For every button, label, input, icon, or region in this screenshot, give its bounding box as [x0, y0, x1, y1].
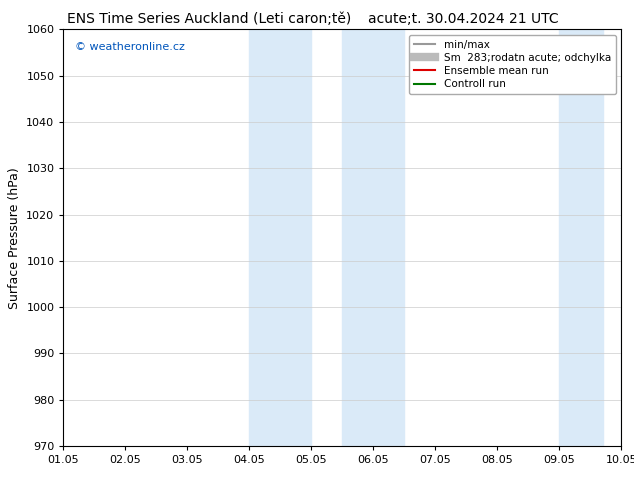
- Bar: [559, 29, 603, 446]
- Bar: [342, 29, 404, 446]
- Text: © weatheronline.cz: © weatheronline.cz: [75, 42, 184, 52]
- Text: ENS Time Series Auckland (Leti caron;tě): ENS Time Series Auckland (Leti caron;tě): [67, 12, 351, 26]
- Bar: [621, 29, 634, 446]
- Legend: min/max, Sm  283;rodatn acute; odchylka, Ensemble mean run, Controll run: min/max, Sm 283;rodatn acute; odchylka, …: [410, 35, 616, 95]
- Text: acute;t. 30.04.2024 21 UTC: acute;t. 30.04.2024 21 UTC: [368, 12, 558, 26]
- Y-axis label: Surface Pressure (hPa): Surface Pressure (hPa): [8, 167, 21, 309]
- Bar: [249, 29, 311, 446]
